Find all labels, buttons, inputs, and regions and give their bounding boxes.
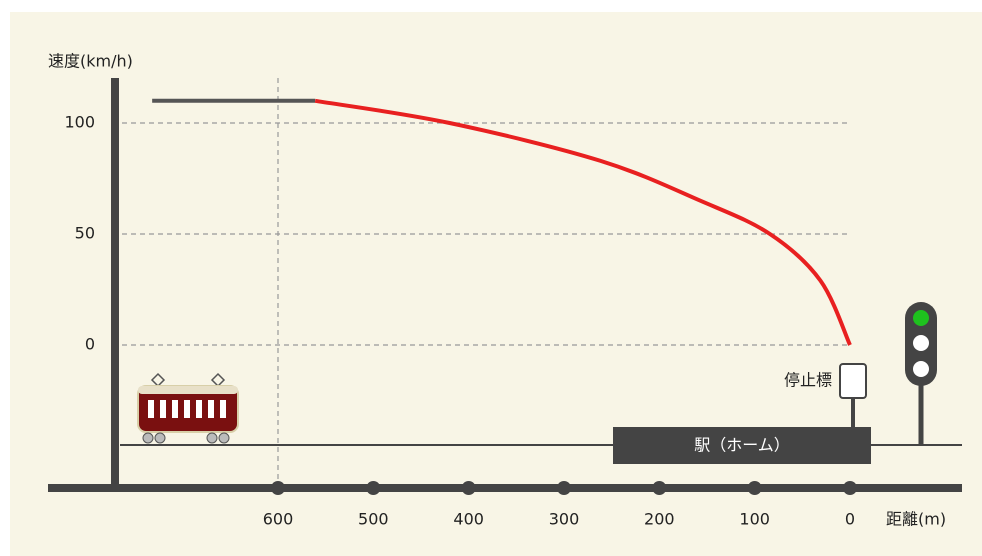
x-tick-label: 100 bbox=[739, 510, 770, 529]
stop-sign bbox=[839, 363, 867, 399]
y-tick-label: 100 bbox=[64, 113, 95, 132]
x-tick bbox=[557, 481, 571, 495]
x-tick-label: 200 bbox=[644, 510, 675, 529]
x-tick-label: 600 bbox=[263, 510, 294, 529]
y-tick-label: 0 bbox=[85, 335, 95, 354]
x-tick-label: 400 bbox=[453, 510, 484, 529]
x-tick bbox=[366, 481, 381, 495]
stop-sign-label: 停止標 bbox=[784, 371, 832, 390]
station-label: 駅（ホーム） bbox=[694, 436, 790, 455]
signal-light bbox=[913, 310, 929, 326]
x-tick bbox=[747, 481, 762, 495]
x-tick bbox=[271, 481, 285, 495]
y-tick-label: 50 bbox=[75, 224, 95, 243]
signal-light bbox=[913, 361, 929, 377]
x-tick bbox=[652, 481, 667, 495]
panel bbox=[10, 12, 982, 556]
signal-light bbox=[913, 335, 929, 351]
x-tick-label: 500 bbox=[358, 510, 389, 529]
x-tick bbox=[843, 481, 857, 495]
x-tick-label: 300 bbox=[549, 510, 580, 529]
x-axis-label: 距離(m) bbox=[886, 510, 946, 529]
station bbox=[613, 427, 871, 464]
train bbox=[137, 372, 239, 444]
grid bbox=[122, 78, 850, 488]
y-axis-label: 速度(km/h) bbox=[48, 52, 133, 71]
x-tick-label: 0 bbox=[845, 510, 855, 529]
line bbox=[314, 98, 852, 346]
x-tick bbox=[461, 481, 476, 495]
